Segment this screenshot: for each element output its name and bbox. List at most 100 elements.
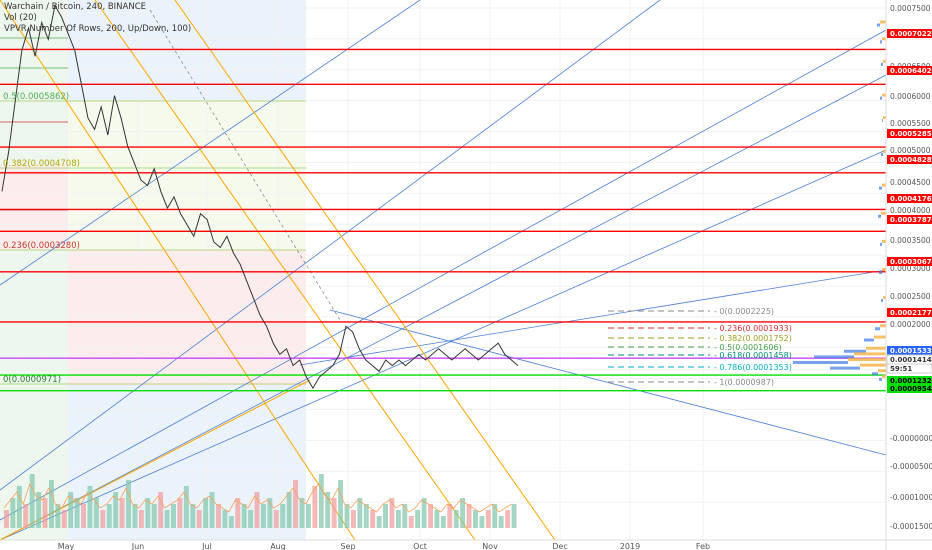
volume-bar [93, 498, 99, 528]
zone-left-red [0, 165, 68, 250]
vpvr-bar-up [883, 296, 886, 300]
volume-bar [338, 480, 344, 528]
vpvr-bar-up [860, 363, 886, 367]
volume-bar [395, 510, 401, 528]
volume-bar [267, 498, 273, 528]
volume-indicator-label[interactable]: Vol (20) [4, 13, 37, 23]
time-tick-label: Oct [413, 542, 427, 550]
vpvr-bar-down [880, 40, 882, 44]
fib-left-label: 0.236(0.0003280) [3, 241, 80, 251]
vpvr-bar-up [882, 268, 886, 271]
volume-bar [485, 510, 491, 528]
volume-bar [357, 498, 363, 528]
volume-bar [10, 498, 16, 528]
volume-bar [151, 504, 157, 528]
volume-bar [492, 504, 498, 528]
fib-right-label: - 0.786(0.0001353) [714, 363, 792, 372]
price-tick-label: 0.0005500 [890, 119, 931, 128]
volume-bar [305, 504, 311, 528]
trend-channel-line [0, 149, 887, 541]
volume-bar [68, 492, 74, 528]
volume-bar [87, 486, 93, 528]
volume-bar [286, 492, 292, 528]
time-tick-label: Dec [552, 542, 567, 550]
price-tick-label: 0.0005000 [890, 146, 931, 155]
volume-bar [370, 510, 376, 528]
fib-left-label: 0(0.0000971) [3, 375, 61, 385]
volume-bar [164, 510, 170, 528]
price-tick-label: -0.0000000 [890, 434, 932, 443]
vpvr-bar-down [877, 23, 880, 27]
vpvr-bar-up [883, 149, 886, 153]
volume-bar [428, 504, 433, 528]
vpvr-bar-down [881, 152, 883, 156]
price-label-text: 59:51 [890, 365, 912, 373]
volume-bar [261, 504, 266, 528]
vpvr-indicator-label[interactable]: VPVR Number Of Rows, 200, Up/Down, 100) [4, 24, 192, 34]
volume-bar [312, 486, 318, 528]
volume-bar [280, 504, 286, 528]
volume-bar [505, 510, 511, 528]
vpvr-bar-down [882, 119, 883, 123]
volume-bar [203, 498, 209, 528]
volume-ma-line [3, 482, 512, 513]
volume-bar [216, 504, 221, 528]
price-tick-label: 0.0006000 [890, 92, 931, 101]
vpvr-bar-up [854, 352, 886, 356]
volume-bar [389, 498, 395, 528]
vpvr-bar-up [883, 116, 886, 120]
volume-bar [61, 510, 67, 528]
volume-bar [42, 498, 48, 528]
time-tick-label: Nov [482, 542, 498, 550]
vpvr-bar-up [880, 20, 886, 24]
volume-bar [473, 510, 478, 528]
symbol-title[interactable]: Warchain / Bitcoin, 240, BINANCE [4, 2, 147, 12]
vpvr-bar-down [864, 338, 874, 342]
volume-bar [421, 498, 427, 528]
volume-bar [228, 516, 234, 528]
fib-right-label: - 1(0.0000987) [714, 378, 774, 387]
zone-mid-green [68, 100, 306, 250]
price-label-box [887, 155, 932, 164]
vpvr-bar-up [866, 346, 886, 350]
volume-bar [119, 498, 125, 528]
trend-channel-line [0, 0, 421, 286]
vpvr-bar-up [882, 183, 886, 187]
volume-bar [81, 504, 87, 528]
vpvr-bar-down [844, 349, 866, 353]
price-tick-label: -0.0000500 [890, 462, 932, 471]
volume-bar [55, 504, 61, 528]
price-label-text: 0.0003787 [890, 216, 932, 224]
volume-bar [23, 504, 29, 528]
trend-channel-line [0, 74, 887, 541]
volume-bar [440, 516, 446, 528]
volume-bar [235, 498, 241, 528]
volume-bar [447, 504, 453, 528]
price-label-box [887, 257, 932, 266]
price-label-text: 0.0003067 [890, 258, 932, 266]
price-tick-label: 0.0002000 [890, 320, 931, 329]
vpvr-bar-down [814, 355, 854, 359]
fib-left-label: 0.5(0.0005862) [3, 92, 69, 102]
price-tick-label: -0.0001500 [890, 522, 932, 531]
vpvr-bar-down [880, 96, 882, 100]
volume-bar [138, 510, 144, 528]
volume-bar [498, 516, 504, 528]
volume-bar [415, 510, 421, 528]
volume-bar [241, 504, 247, 528]
volume-bar [74, 498, 80, 528]
price-label-box [887, 129, 932, 138]
volume-bar [273, 510, 279, 528]
fib-channel-line [0, 0, 356, 541]
vpvr-bar-down [872, 372, 878, 376]
volume-bar [196, 510, 202, 528]
volume-bar [29, 474, 35, 528]
price-label-text: 0.0007022 [890, 30, 932, 38]
price-tick-label: 0.0004500 [890, 178, 931, 187]
vpvr-bar-up [883, 59, 886, 63]
price-label-box [887, 29, 932, 38]
volume-bar [299, 498, 305, 528]
volume-bar [511, 504, 517, 528]
